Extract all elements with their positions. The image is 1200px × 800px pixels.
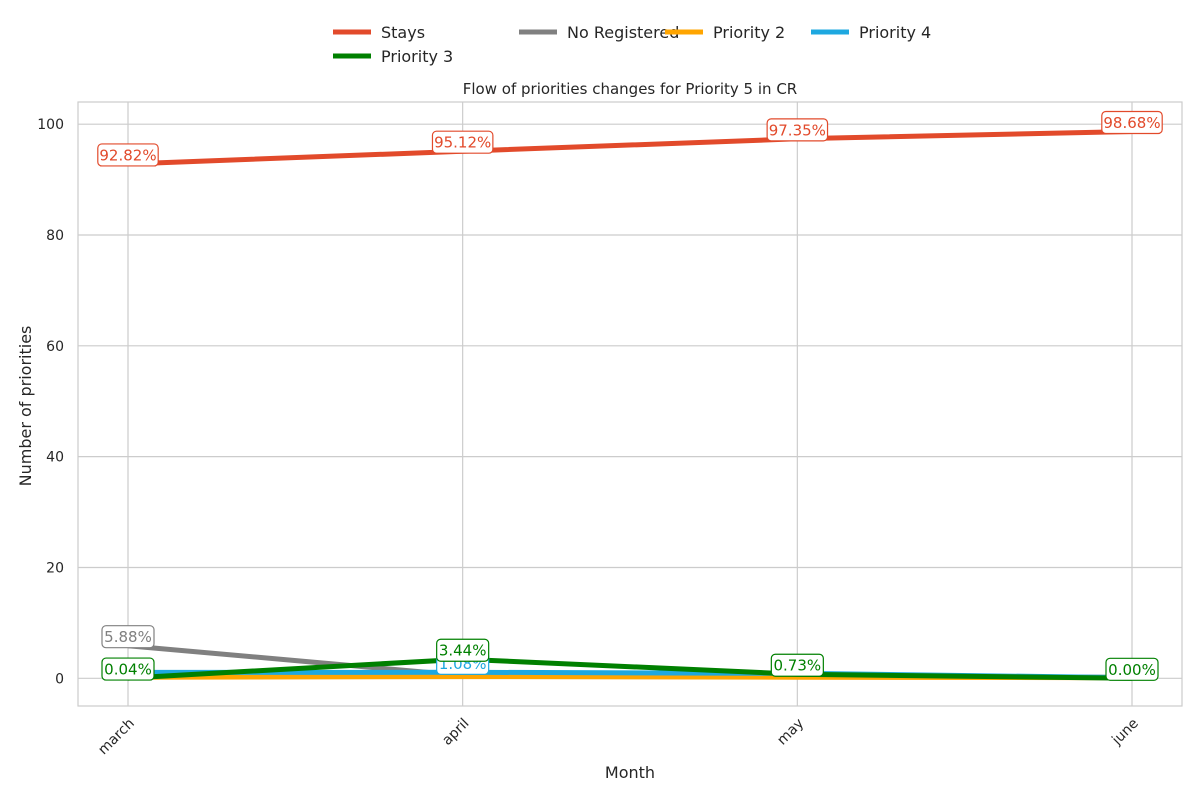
- data-label-box-4-3: [1105, 657, 1159, 681]
- data-label-0-1: 95.12%: [434, 134, 491, 152]
- y-tick-label-2: 40: [46, 450, 64, 466]
- y-axis-ticks: 0 20 40 60 80 100: [37, 117, 64, 687]
- y-tick-label-4: 80: [46, 228, 64, 244]
- data-label-0-3: 98.68%: [1103, 114, 1160, 132]
- data-label-4-2: 0.73%: [774, 657, 822, 675]
- data-label-box-0-2: [766, 118, 829, 142]
- legend-label-0: Stays: [381, 23, 425, 42]
- series-line-0: [127, 129, 1133, 167]
- legend-label-2: Priority 2: [713, 23, 785, 42]
- x-axis-ticks: march april may june: [95, 716, 1142, 759]
- series-line-4: [127, 656, 1133, 681]
- legend: Stays No Registered Priority 2 Priority 4 Pr…: [333, 23, 931, 66]
- data-label-box-4-2: [770, 653, 824, 677]
- y-axis-title: Number of priorities: [16, 326, 35, 487]
- chart-title: Flow of priorities changes for Priority …: [463, 80, 797, 98]
- data-label-box-4-0: [101, 657, 155, 681]
- x-tick-label-1: april: [439, 716, 472, 749]
- data-label-0-2: 97.35%: [769, 121, 826, 139]
- data-label-4-1: 3.44%: [439, 642, 487, 660]
- y-tick-label-3: 60: [46, 339, 64, 355]
- data-label-0-0: 92.82%: [99, 146, 156, 164]
- x-axis-title: Month: [605, 763, 655, 782]
- data-label-box-0-3: [1101, 110, 1163, 135]
- data-label-1-0: 5.88%: [104, 628, 152, 646]
- plot-frame: [77, 101, 1183, 707]
- y-tick-label-5: 100: [37, 117, 64, 133]
- data-label-4-0: 0.04%: [104, 661, 152, 679]
- data-label-box-0-1: [431, 130, 494, 154]
- y-tick-label-0: 0: [55, 671, 64, 687]
- legend-label-3: Priority 4: [859, 23, 931, 42]
- legend-label-1: No Registered: [567, 23, 679, 42]
- data-label-box-4-1: [436, 638, 490, 662]
- data-label-box-1-0: [101, 625, 155, 649]
- x-tick-label-0: march: [95, 716, 138, 759]
- series-lines: [127, 129, 1133, 681]
- grid: [78, 102, 1182, 706]
- x-tick-label-3: june: [1108, 716, 1141, 749]
- legend-label-4: Priority 3: [381, 47, 453, 66]
- data-label-4-3: 0.00%: [1108, 661, 1156, 679]
- data-label-box-0-0: [97, 143, 159, 167]
- x-tick-label-2: may: [774, 716, 807, 749]
- data-labels: 92.82%95.12%97.35% 98.68%5.88%1.08%0.04%3…: [97, 110, 1163, 681]
- y-tick-label-1: 20: [46, 560, 64, 576]
